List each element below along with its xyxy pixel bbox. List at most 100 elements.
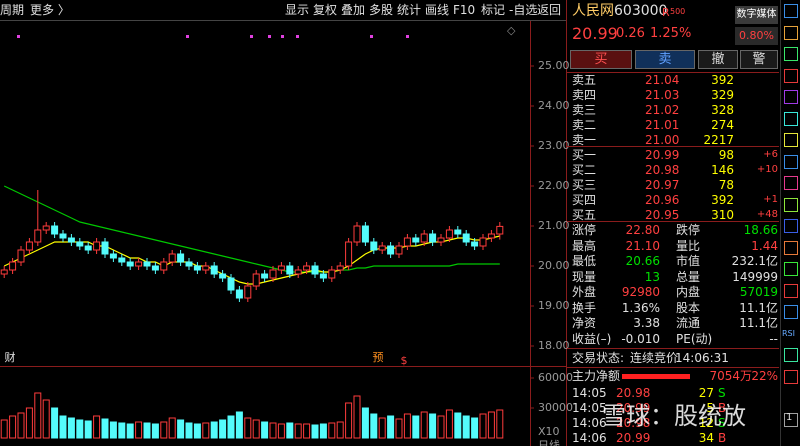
change-pct: 1.25%: [650, 26, 692, 41]
candle-body: [93, 241, 101, 251]
candle-body: [479, 237, 487, 247]
volume-bar: [412, 415, 420, 439]
toolbar-button[interactable]: 统计: [397, 3, 422, 17]
volume-bar: [378, 417, 386, 439]
tool-icon[interactable]: [784, 240, 798, 255]
tick-side: B: [718, 401, 727, 415]
book-label: 卖五: [572, 73, 597, 87]
tool-icon[interactable]: [784, 262, 798, 276]
tick-price: 20.99: [616, 401, 651, 415]
tool-icon[interactable]: [784, 111, 798, 126]
candle-body: [42, 225, 50, 231]
stat-label: 换手: [572, 300, 597, 315]
action-button[interactable]: 警: [740, 50, 778, 69]
volume-bar: [34, 392, 42, 439]
toolbar-button[interactable]: -自选: [509, 3, 538, 17]
candle-body: [151, 265, 159, 271]
book-delta: +10: [756, 164, 778, 175]
tool-icon[interactable]: [784, 197, 798, 212]
book-volume: 78: [718, 178, 734, 192]
stat-value: 18.66: [743, 223, 778, 237]
book-volume: 392: [711, 73, 734, 87]
book-price: 21.04: [645, 73, 680, 87]
book-label: 买一: [572, 148, 597, 162]
candle-body: [328, 269, 336, 279]
tool-icon-label[interactable]: RSI: [782, 329, 795, 338]
tool-icon[interactable]: [784, 154, 798, 169]
candle-body: [84, 245, 92, 251]
y-tick-label: 20.00: [538, 259, 570, 272]
volume-bar: [286, 422, 294, 439]
book-price: 21.03: [645, 88, 680, 102]
tool-icon[interactable]: [784, 133, 798, 147]
candle-body: [227, 277, 235, 291]
candle-body: [286, 265, 294, 275]
volume-bar: [219, 419, 227, 439]
toolbar-button[interactable]: F10: [453, 3, 476, 17]
marker-dot: [186, 35, 189, 38]
separator: [567, 348, 779, 349]
tick-volume: 34: [698, 431, 714, 445]
tool-icon[interactable]: [784, 348, 798, 362]
stat-label: 最高: [572, 238, 597, 253]
tool-icon[interactable]: [784, 305, 798, 319]
period-menu[interactable]: 周期: [0, 3, 25, 17]
candle-body: [34, 229, 42, 243]
book-price: 20.99: [645, 148, 680, 162]
volume-bar: [269, 422, 277, 439]
volume-bar: [303, 423, 311, 439]
y2-tick-label: 60000: [538, 371, 573, 384]
action-button[interactable]: 卖: [635, 50, 695, 69]
tool-icon[interactable]: [784, 369, 798, 384]
volume-bar: [319, 423, 327, 439]
volume-bar: [143, 422, 151, 439]
stat-label: 跌停: [676, 223, 701, 237]
sector: 数字媒体: [735, 6, 778, 24]
tool-icon[interactable]: [784, 176, 798, 190]
tool-icon[interactable]: [784, 219, 798, 233]
book-price: 20.96: [645, 193, 680, 207]
stat-value: 57019: [739, 285, 778, 299]
event-annotation: 财: [5, 350, 16, 364]
marker-dot: [250, 35, 253, 38]
toolbar-button[interactable]: 多股: [369, 3, 394, 17]
candle-body: [277, 265, 285, 271]
stock-name: 人民网: [572, 3, 614, 19]
tool-icon[interactable]: [784, 25, 798, 40]
more-menu[interactable]: 更多 〉: [30, 3, 70, 17]
candle-body: [202, 265, 210, 271]
candle-body: [437, 237, 445, 243]
book-label: 买四: [572, 193, 597, 207]
tool-icon[interactable]: [784, 283, 798, 298]
tool-icon[interactable]: [784, 90, 798, 104]
stat-value: 92980: [621, 285, 660, 299]
volume-bar: [462, 415, 470, 439]
action-button[interactable]: 买: [570, 50, 632, 69]
tool-icon[interactable]: [784, 47, 798, 61]
tool-icon[interactable]: [784, 412, 798, 427]
action-button[interactable]: 撤: [698, 50, 738, 69]
toolbar-button[interactable]: 叠加: [341, 3, 366, 17]
volume-bar: [84, 420, 92, 439]
tick-time: 14:05: [572, 386, 607, 400]
main-flow-pct: 22%: [751, 369, 778, 383]
book-volume: 329: [711, 88, 734, 102]
tool-icon[interactable]: [784, 4, 798, 18]
toolbar-button[interactable]: 标记: [481, 3, 506, 17]
tick-side: B: [718, 431, 727, 445]
candle-body: [336, 265, 344, 271]
candle-body: [387, 245, 395, 255]
stat-value: 149999: [732, 269, 778, 284]
tool-icon[interactable]: [784, 68, 798, 83]
book-price: 20.97: [645, 178, 680, 192]
toolbar-button[interactable]: 复权: [313, 3, 338, 17]
tool-icon-label[interactable]: 1: [786, 412, 793, 423]
toolbar-button[interactable]: 返回: [537, 3, 562, 17]
volume-bar: [109, 421, 117, 439]
volume-bar: [277, 423, 285, 439]
toolbar-button[interactable]: 显示: [285, 3, 310, 17]
volume-bar: [311, 424, 319, 439]
toolbar-button[interactable]: 画线: [425, 3, 450, 17]
